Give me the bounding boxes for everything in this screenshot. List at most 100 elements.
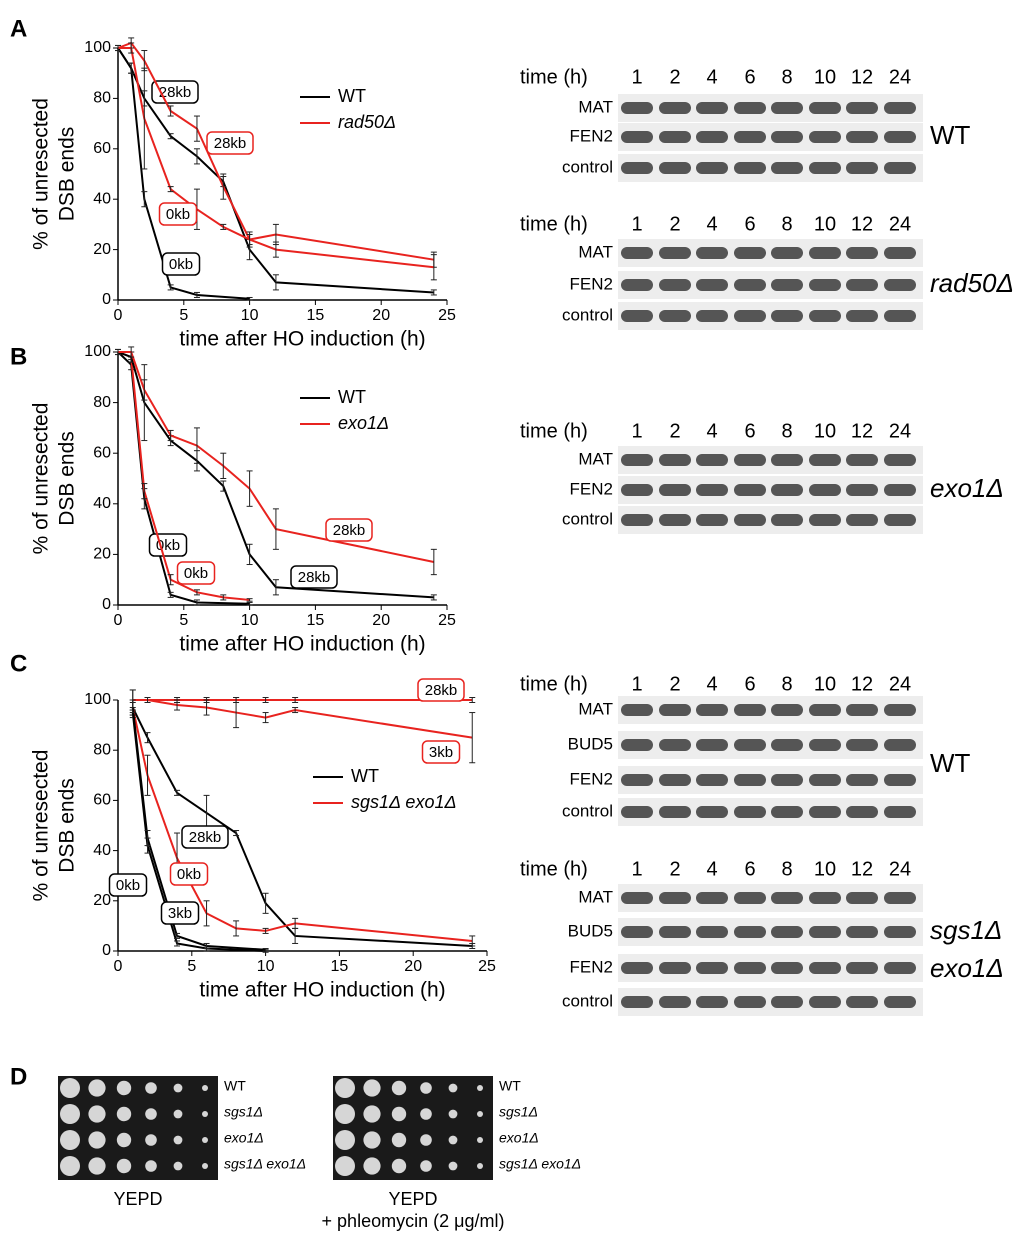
y-tick-label: 40	[93, 495, 111, 512]
gel-band	[809, 247, 841, 259]
gel-band	[734, 484, 766, 496]
gel-band	[734, 962, 766, 974]
gel-genotype: WT	[930, 748, 971, 778]
gel-band	[734, 162, 766, 174]
panel-label: A	[10, 15, 27, 42]
gel-lane-label: 2	[669, 420, 680, 442]
y-tick-label: 80	[93, 90, 111, 107]
gel-lane-label: 6	[744, 66, 755, 88]
error-bar	[246, 470, 253, 507]
error-bar	[167, 429, 174, 442]
error-bar	[246, 598, 253, 602]
gel-band	[809, 454, 841, 466]
gel-band	[659, 996, 691, 1008]
spot	[60, 1156, 80, 1176]
gel-lane-label: 24	[889, 858, 911, 880]
y-axis-label: % of unresected	[30, 750, 53, 902]
gel-band	[771, 739, 803, 751]
spot	[420, 1082, 432, 1094]
gel-lane-label: 10	[814, 858, 836, 880]
gel-band	[621, 279, 653, 291]
gel-band	[771, 996, 803, 1008]
gel-lane-label: 8	[781, 66, 792, 88]
gel-band	[659, 102, 691, 114]
series-label-box	[206, 131, 254, 155]
gel-band	[846, 926, 878, 938]
gel-band	[696, 704, 728, 716]
series-label-box	[181, 825, 229, 849]
gel-band	[846, 774, 878, 786]
gel-row-label: FEN2	[570, 274, 613, 293]
x-tick-label: 20	[372, 307, 390, 324]
error-bar	[220, 594, 227, 601]
gel-band	[734, 102, 766, 114]
gel-band	[696, 962, 728, 974]
spot	[477, 1137, 483, 1143]
gel-band	[884, 962, 916, 974]
gel-band	[734, 739, 766, 751]
error-bar	[272, 274, 279, 291]
gel-lane-label: 1	[631, 213, 642, 235]
series-label: 0kb	[177, 866, 201, 883]
spot	[420, 1160, 432, 1172]
gel-band	[771, 162, 803, 174]
gel-lane-label: 24	[889, 213, 911, 235]
gel-row-label: BUD5	[568, 734, 613, 753]
error-bar	[115, 44, 121, 52]
gel-lane-label: 24	[889, 420, 911, 442]
series-label: 0kb	[116, 877, 140, 894]
gel-time-label: time (h)	[520, 858, 588, 880]
panel-label: B	[10, 343, 27, 370]
gel-band	[884, 892, 916, 904]
error-bar	[141, 364, 148, 442]
gel-band	[734, 774, 766, 786]
y-axis-label: DSB ends	[56, 431, 79, 526]
gel-row-label: control	[562, 305, 613, 324]
gel-row-label: control	[562, 991, 613, 1010]
error-bar	[292, 917, 299, 929]
gel-band	[659, 962, 691, 974]
spot	[363, 1157, 381, 1175]
y-tick-label: 100	[84, 691, 111, 708]
error-bar	[141, 191, 148, 208]
error-bar	[174, 932, 181, 939]
gel-band	[771, 310, 803, 322]
gel-lane-label: 4	[706, 213, 717, 235]
strain-label: WT	[499, 1078, 521, 1094]
gel-band	[659, 892, 691, 904]
x-tick-label: 5	[187, 958, 196, 975]
gel-band	[621, 514, 653, 526]
gel-lane-label: 10	[814, 66, 836, 88]
gel-band	[809, 514, 841, 526]
gel-row-label: FEN2	[570, 769, 613, 788]
gel-row-label: MAT	[578, 449, 613, 468]
y-tick-label: 100	[84, 343, 111, 360]
spot	[116, 1106, 132, 1122]
gel-band	[621, 162, 653, 174]
gel-band	[771, 102, 803, 114]
gel-band	[621, 996, 653, 1008]
gel-row-label: control	[562, 157, 613, 176]
gel-band	[846, 102, 878, 114]
gel-lane-label: 4	[706, 858, 717, 880]
gel-lane-label: 6	[744, 420, 755, 442]
gel-band	[846, 162, 878, 174]
gel-band	[846, 131, 878, 143]
y-tick-label: 0	[102, 942, 111, 959]
error-bar	[174, 940, 181, 947]
legend-label: sgs1Δ exo1Δ	[351, 792, 457, 812]
y-tick-label: 100	[84, 39, 111, 56]
gel-band	[659, 484, 691, 496]
strain-label: WT	[224, 1078, 246, 1094]
y-tick-label: 40	[93, 842, 111, 859]
spot	[391, 1106, 407, 1122]
gel-band	[884, 102, 916, 114]
gel-row-label: MAT	[578, 242, 613, 261]
error-bar	[203, 794, 210, 832]
spot	[363, 1131, 381, 1149]
gel-band	[659, 454, 691, 466]
spot	[477, 1163, 483, 1169]
strain-label: sgs1Δ	[499, 1104, 538, 1120]
error-bar	[262, 712, 269, 724]
